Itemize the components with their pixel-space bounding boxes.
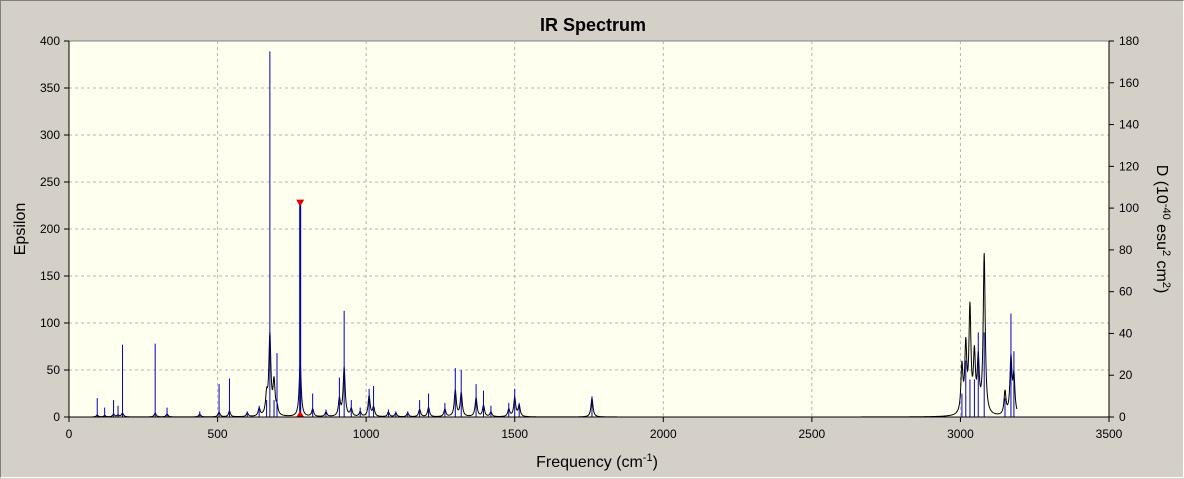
x-tick-label: 1000 bbox=[353, 427, 380, 441]
x-axis-title: Frequency (cm-1) bbox=[536, 452, 658, 471]
y-tick-label: 150 bbox=[40, 269, 60, 283]
marker-top-triangle[interactable] bbox=[296, 199, 305, 207]
y-tick-label: 400 bbox=[40, 34, 60, 48]
y2-tick-label: 60 bbox=[1119, 285, 1133, 299]
y2-tick-label: 140 bbox=[1119, 118, 1139, 132]
y2-title-text: cm bbox=[1153, 256, 1170, 282]
x-axis-title-main: Frequency (cm bbox=[536, 454, 643, 471]
y-tick-label: 50 bbox=[47, 363, 61, 377]
axes: 0 500 1000 1500 2000 2500 3000 3500050100150200… bbox=[40, 34, 1139, 441]
marker-bottom-triangle[interactable] bbox=[296, 411, 305, 417]
y2-tick-label: 180 bbox=[1119, 34, 1139, 48]
x-axis-title-end: ) bbox=[653, 454, 658, 471]
y2-tick-label: 80 bbox=[1119, 243, 1133, 257]
y2-title-text: D (10 bbox=[1153, 165, 1170, 204]
y2-title-text: esu bbox=[1153, 220, 1170, 250]
y2-tick-label: 0 bbox=[1119, 410, 1126, 424]
y2-tick-label: 120 bbox=[1119, 159, 1139, 173]
y-axis-title: Epsilon bbox=[12, 203, 29, 255]
y2-tick-label: 100 bbox=[1119, 201, 1139, 215]
y-tick-label: 250 bbox=[40, 175, 60, 189]
y2-tick-label: 160 bbox=[1119, 76, 1139, 90]
y2-tick-label: 40 bbox=[1119, 326, 1133, 340]
x-tick-label: 500 bbox=[208, 427, 228, 441]
x-tick-label: 3000 bbox=[947, 427, 974, 441]
y2-title-superscript: 2 bbox=[1160, 282, 1172, 288]
x-tick-label: 2500 bbox=[799, 427, 826, 441]
y2-tick-label: 20 bbox=[1119, 368, 1133, 382]
chart-title: IR Spectrum bbox=[540, 15, 646, 35]
y2-title-superscript: -40 bbox=[1160, 204, 1172, 220]
x-tick-label: 1500 bbox=[501, 427, 528, 441]
x-axis-title-sup: -1 bbox=[643, 452, 653, 464]
y-tick-label: 300 bbox=[40, 128, 60, 142]
y-tick-label: 350 bbox=[40, 81, 60, 95]
grid-lines bbox=[69, 41, 1109, 417]
y2-title-text: ) bbox=[1153, 288, 1170, 293]
x-tick-label: 3500 bbox=[1096, 427, 1123, 441]
x-tick-label: 0 bbox=[66, 427, 73, 441]
y-tick-label: 100 bbox=[40, 316, 60, 330]
y-tick-label: 0 bbox=[53, 410, 60, 424]
y-tick-label: 200 bbox=[40, 222, 60, 236]
y2-title-superscript: 2 bbox=[1160, 250, 1172, 256]
frequency-marker[interactable] bbox=[296, 199, 305, 417]
x-tick-label: 2000 bbox=[650, 427, 677, 441]
y2-axis-title: D (10-40 esu2 cm2) bbox=[1153, 165, 1172, 294]
